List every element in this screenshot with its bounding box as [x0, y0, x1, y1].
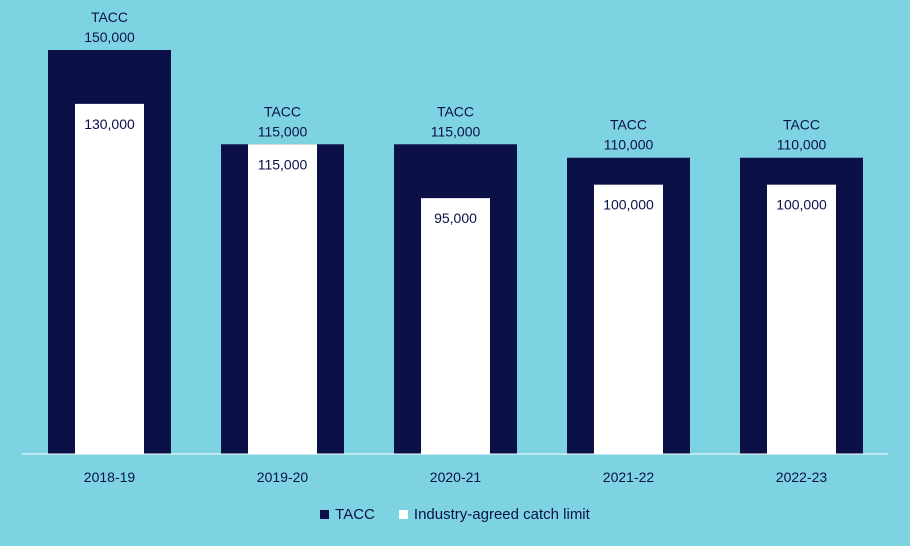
bar-limit-2019-20 — [248, 144, 317, 454]
x-tick-label-2022-23: 2022-23 — [776, 469, 828, 485]
legend-item-limit: Industry-agreed catch limit — [398, 506, 590, 523]
x-tick-label-2021-22: 2021-22 — [603, 469, 655, 485]
bar-tacc-tag-2020-21: TACC — [437, 103, 474, 119]
bar-chart: TACC 150,000 130,000 2018-19 TACC 115,000 115,… — [22, 9, 888, 485]
bar-limit-label-2021-22: 100,000 — [603, 197, 654, 213]
legend: TACC Industry-agreed catch limit — [0, 506, 910, 523]
x-tick-label-2018-19: 2018-19 — [84, 469, 136, 485]
bar-tacc-label-2018-19: 150,000 — [84, 29, 135, 45]
legend-label-limit: Industry-agreed catch limit — [413, 506, 590, 523]
legend-swatch-tacc — [320, 510, 330, 519]
bar-tacc-tag-2022-23: TACC — [783, 117, 820, 133]
legend-item-tacc: TACC — [320, 506, 375, 523]
bar-tacc-tag-2018-19: TACC — [91, 9, 128, 25]
x-tick-label-2019-20: 2019-20 — [257, 469, 309, 485]
bar-tacc-tag-2019-20: TACC — [264, 103, 301, 119]
bar-limit-2020-21 — [421, 198, 490, 454]
x-tick-label-2020-21: 2020-21 — [430, 469, 482, 485]
bar-limit-label-2019-20: 115,000 — [258, 156, 308, 172]
bar-limit-label-2022-23: 100,000 — [776, 197, 827, 213]
legend-label-tacc: TACC — [335, 506, 375, 523]
bar-tacc-label-2020-21: 115,000 — [431, 123, 481, 139]
bar-limit-label-2018-19: 130,000 — [84, 116, 135, 132]
bar-tacc-tag-2021-22: TACC — [610, 117, 647, 133]
bar-tacc-label-2019-20: 115,000 — [258, 123, 308, 139]
bar-limit-2022-23 — [767, 184, 836, 454]
bar-limit-label-2020-21: 95,000 — [434, 210, 477, 226]
bar-tacc-label-2021-22: 110,000 — [604, 137, 654, 153]
legend-swatch-limit — [398, 510, 408, 519]
bar-limit-2018-19 — [75, 103, 144, 454]
bar-tacc-label-2022-23: 110,000 — [777, 137, 827, 153]
bar-limit-2021-22 — [594, 184, 663, 454]
